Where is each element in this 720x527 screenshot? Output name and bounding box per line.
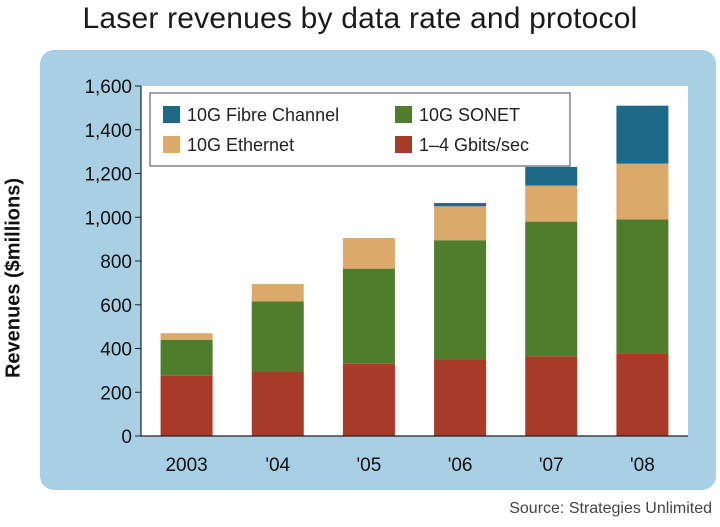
legend-swatch (163, 136, 180, 153)
bar-segment (434, 203, 487, 207)
y-tick-label: 200 (100, 383, 132, 404)
x-tick-label: '04 (265, 455, 290, 476)
bar-segment (525, 166, 578, 186)
bar-segment (616, 105, 669, 164)
bar-segment (342, 238, 395, 269)
source-note: Source: Strategies Unlimited (509, 500, 712, 517)
bar-segment (434, 240, 487, 360)
x-tick-label: 2003 (165, 455, 207, 476)
y-tick-label: 1,000 (84, 208, 132, 229)
y-tick-label: 800 (100, 252, 132, 273)
bar-segment (616, 163, 669, 220)
legend-label: 10G Fibre Channel (187, 105, 339, 125)
y-tick-label: 1,200 (84, 165, 132, 186)
x-tick-label: '07 (539, 455, 564, 476)
legend-label: 10G Ethernet (187, 135, 294, 155)
bar-segment (616, 353, 669, 436)
x-tick-label: '06 (448, 455, 473, 476)
bar-segment (160, 339, 213, 376)
bar-segment (251, 301, 304, 372)
bar-segment (251, 371, 304, 436)
bar-segment (160, 333, 213, 340)
legend-box (149, 92, 571, 167)
legend-swatch (395, 106, 412, 123)
legend-swatch (163, 106, 180, 123)
bar-segment (525, 185, 578, 222)
bar-segment (525, 356, 578, 436)
y-tick-label: 1,600 (84, 77, 132, 98)
y-tick-label: 1,400 (84, 121, 132, 142)
y-tick-label: 600 (100, 296, 132, 317)
y-tick-label: 0 (121, 427, 132, 448)
bar-segment (342, 268, 395, 364)
legend-label: 1–4 Gbits/sec (419, 135, 529, 155)
legend-label: 10G SONET (419, 105, 520, 125)
bar-segment (342, 363, 395, 436)
bar-segment (616, 219, 669, 354)
bar-segment (525, 221, 578, 357)
bar-segment (434, 206, 487, 241)
bar-segment (434, 359, 487, 436)
x-tick-label: '08 (630, 455, 655, 476)
x-tick-label: '05 (357, 455, 382, 476)
chart-title: Laser revenues by data rate and protocol (82, 2, 638, 35)
legend-swatch (395, 136, 412, 153)
y-tick-label: 400 (100, 340, 132, 361)
bar-segment (160, 375, 213, 436)
bar-segment (251, 283, 304, 302)
